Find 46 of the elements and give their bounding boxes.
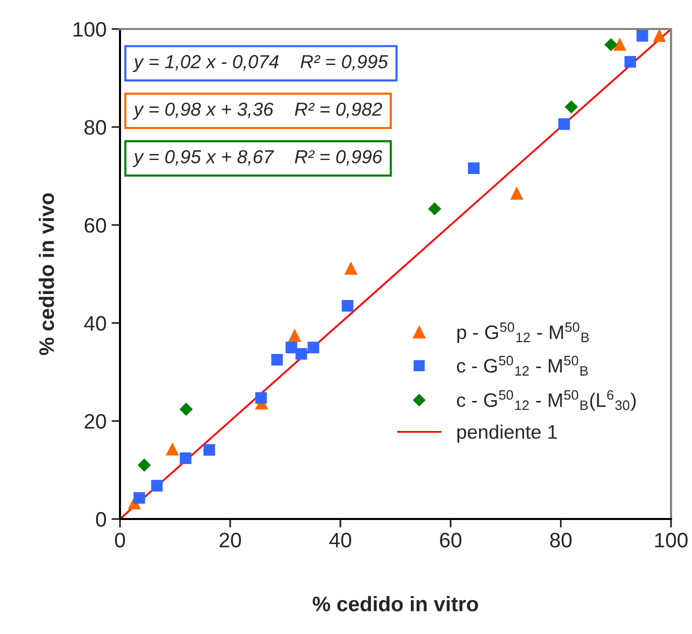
y-axis-title: % cedido in vivo: [38, 193, 54, 356]
point: [468, 162, 480, 174]
point: [271, 354, 283, 366]
point: [295, 348, 308, 360]
x-axis-title: % cedido in vitro: [312, 596, 478, 612]
annotation: y = 0,98 x + 3,36 R² = 0,982: [132, 102, 382, 120]
annotation: y = 1,02 x - 0,074 R² = 0,995: [132, 55, 388, 72]
point: [255, 392, 267, 404]
point: [624, 56, 636, 68]
annotation: y = 0,95 x + 8,67 R² = 0,996: [132, 150, 382, 168]
y-tick-label: 60: [84, 218, 106, 233]
point: [342, 300, 354, 312]
y-tick-label: 80: [84, 120, 106, 135]
point: [613, 38, 626, 51]
point: [286, 342, 298, 354]
legend-label: c - G$^{50}$$_{12}$ - M$^{50}$$_{B}$: [456, 356, 588, 376]
point: [652, 28, 666, 42]
point: [203, 444, 216, 456]
point: [166, 442, 179, 456]
point: [308, 342, 320, 354]
y-tick-label: 40: [84, 316, 106, 331]
legend-label: pendiente 1: [457, 424, 557, 443]
x-tick-label: 60: [440, 532, 462, 548]
point: [510, 186, 524, 200]
point: [133, 492, 146, 504]
point: [564, 100, 578, 114]
y-tick-label: 20: [84, 414, 106, 429]
y-tick-label: 0: [96, 512, 106, 527]
point: [180, 402, 193, 416]
x-tick-label: 40: [329, 532, 352, 548]
point: [288, 328, 302, 342]
point: [604, 38, 618, 52]
point: [636, 30, 648, 42]
x-tick-label: 100: [655, 532, 688, 548]
x-tick-label: 0: [115, 532, 125, 548]
x-tick-label: 80: [550, 532, 572, 548]
point: [344, 262, 358, 275]
legend-label: p - G$^{50}$$_{12}$ - M$^{50}$$_{B}$: [457, 322, 589, 344]
point: [151, 480, 163, 492]
text: c - G$^{50}$$_{12}$ - M$^{50}$$_{B}$(L$^{6}$$_{30}$): [456, 390, 636, 411]
point: [138, 458, 151, 472]
x-tick-label: 20: [220, 532, 241, 548]
y-tick-label: 100: [74, 22, 106, 37]
point: [428, 202, 442, 216]
point: [180, 452, 192, 464]
point: [558, 118, 570, 130]
